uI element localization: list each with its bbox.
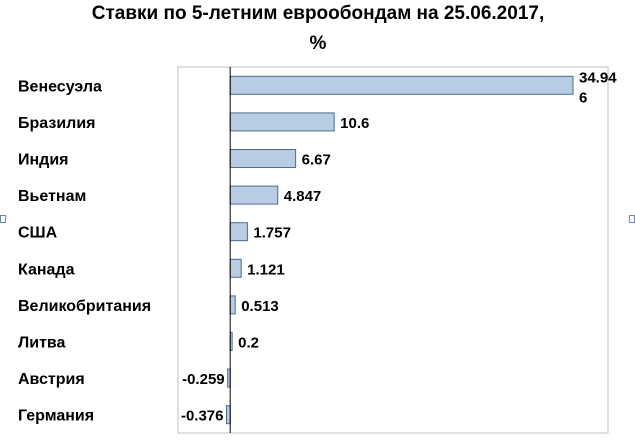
bar: [226, 405, 231, 425]
bar: [229, 149, 297, 168]
category-label: Австрия: [18, 371, 85, 388]
bar: [229, 112, 335, 132]
data-label: 6: [579, 89, 587, 106]
data-label: 4.847: [284, 188, 322, 205]
bar: [229, 185, 279, 205]
category-label: Бразилия: [18, 115, 96, 132]
category-label: Индия: [18, 152, 69, 169]
plot-area-frame: [177, 66, 609, 434]
category-label: Великобритания: [18, 298, 151, 315]
bar: [229, 258, 242, 278]
data-label: 1.121: [247, 261, 285, 278]
bar: [229, 295, 236, 315]
data-label: 34.94: [579, 69, 617, 86]
data-label: 0.2: [238, 335, 259, 352]
category-label: Канада: [18, 261, 75, 278]
category-label: США: [18, 225, 58, 242]
data-label: 0.513: [241, 298, 279, 315]
category-label: Германия: [18, 408, 94, 425]
bar: [229, 75, 574, 95]
category-label: Литва: [18, 335, 66, 352]
resize-handle-left[interactable]: [0, 215, 6, 223]
data-label: 1.757: [253, 225, 291, 242]
bar: [229, 222, 248, 242]
data-label: -0.376: [181, 408, 224, 425]
data-label: -0.259: [182, 371, 225, 388]
category-label: Вьетнам: [18, 188, 86, 205]
resize-handle-right[interactable]: [629, 215, 635, 223]
chart-title-line-1: Ставки по 5-летним еврообондам на 25.06.…: [92, 3, 544, 24]
data-label: 6.67: [302, 152, 331, 169]
category-label: Венесуэла: [18, 78, 102, 95]
chart-title-line-2: %: [310, 33, 327, 54]
data-label: 10.6: [340, 115, 369, 132]
